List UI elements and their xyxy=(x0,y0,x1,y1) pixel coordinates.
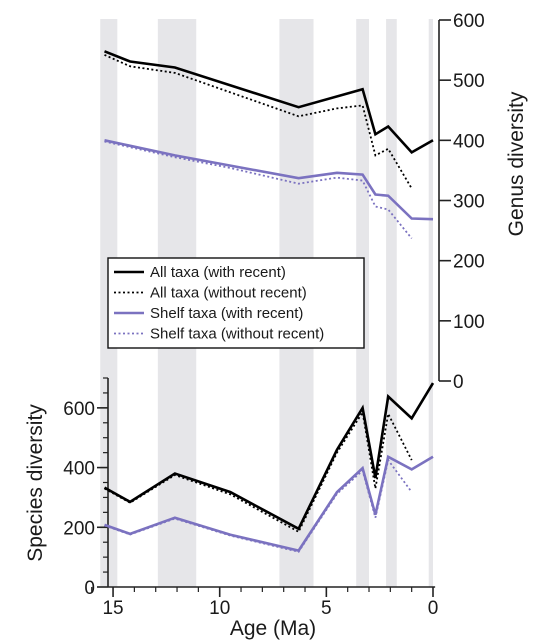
genus-series-line xyxy=(104,140,413,239)
genus-series-line xyxy=(104,139,434,221)
genus-axis-title: Genus diversity xyxy=(505,91,528,236)
genus-series-line xyxy=(104,54,413,189)
x-tick-label: 5 xyxy=(321,598,332,619)
legend-label: Shelf taxa (without recent) xyxy=(150,326,324,343)
legend-label: Shelf taxa (with recent) xyxy=(150,305,303,322)
x-axis-title: Age (Ma) xyxy=(230,617,316,640)
series-lines xyxy=(103,50,435,553)
species-tick-label: 200 xyxy=(63,518,95,539)
species-tick-label: 400 xyxy=(63,459,95,480)
genus-tick-label: 300 xyxy=(453,192,485,213)
species-axis-title: Species diversity xyxy=(24,404,47,562)
legend-label: All taxa (without recent) xyxy=(150,285,307,302)
x-tick-label: 15 xyxy=(102,598,123,619)
x-tick-label: 0 xyxy=(428,598,439,619)
shaded-interval xyxy=(386,19,397,587)
shaded-interval xyxy=(428,19,433,587)
x-tick-label: 10 xyxy=(209,598,230,619)
genus-series-line xyxy=(104,50,434,155)
species-tick-label: 0 xyxy=(84,578,95,599)
genus-tick-label: 0 xyxy=(453,372,464,393)
species-axis: 0 200 400 600 xyxy=(63,377,109,599)
x-axis: 15 10 5 0 xyxy=(91,586,439,619)
genus-tick-label: 200 xyxy=(453,252,485,273)
species-tick-label: 600 xyxy=(63,399,95,420)
genus-axis: 0 100 200 300 400 500 600 xyxy=(438,11,485,393)
genus-tick-label: 400 xyxy=(453,131,485,152)
species-series-line xyxy=(104,454,434,553)
species-series-line xyxy=(103,382,435,531)
legend-box xyxy=(107,257,365,349)
genus-tick-label: 500 xyxy=(453,71,485,92)
legend-label: All taxa (with recent) xyxy=(150,264,286,281)
legend: All taxa (with recent) All taxa (without … xyxy=(107,257,365,349)
genus-tick-label: 600 xyxy=(453,11,485,32)
genus-tick-label: 100 xyxy=(453,312,485,333)
